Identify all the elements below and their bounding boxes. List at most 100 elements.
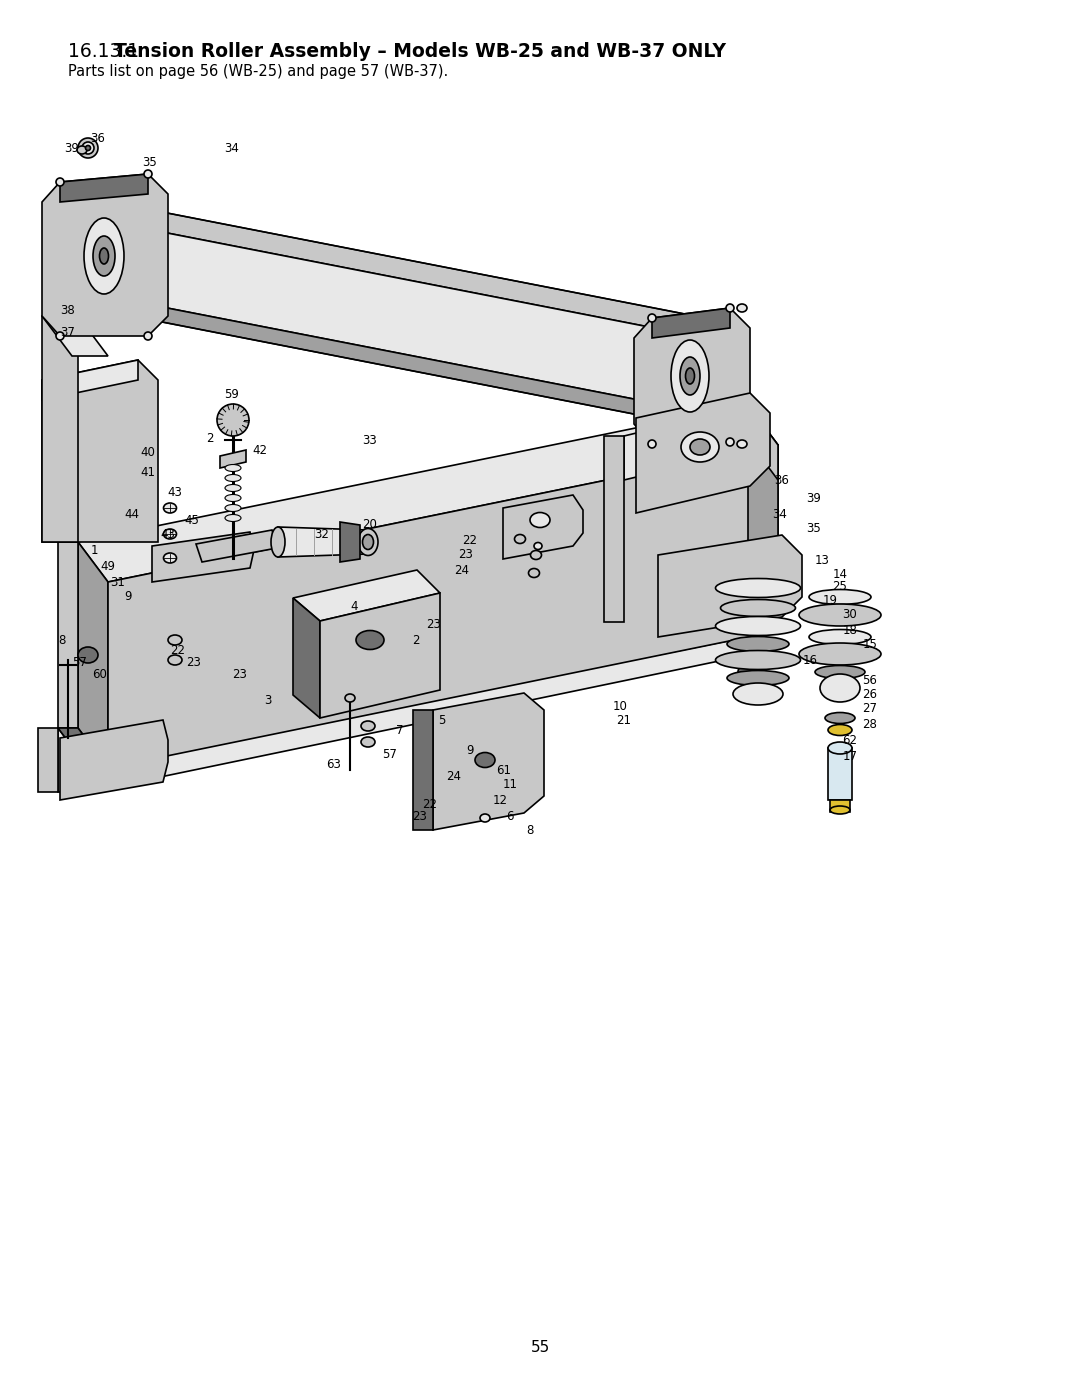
- Ellipse shape: [530, 550, 541, 560]
- Text: 23: 23: [427, 617, 442, 630]
- Ellipse shape: [93, 236, 114, 277]
- Polygon shape: [78, 542, 108, 768]
- Text: 42: 42: [253, 443, 268, 457]
- Ellipse shape: [690, 439, 710, 455]
- Polygon shape: [831, 800, 850, 812]
- Text: 4: 4: [350, 601, 357, 613]
- Text: 39: 39: [807, 492, 822, 504]
- Text: 60: 60: [93, 668, 107, 680]
- Polygon shape: [195, 529, 276, 562]
- Text: 11: 11: [502, 778, 517, 791]
- Text: 30: 30: [842, 608, 858, 620]
- Ellipse shape: [78, 647, 98, 664]
- Text: 63: 63: [326, 757, 341, 771]
- Text: 16.13.1: 16.13.1: [68, 42, 151, 61]
- Ellipse shape: [361, 721, 375, 731]
- Text: 9: 9: [467, 743, 474, 757]
- Ellipse shape: [737, 440, 747, 448]
- Ellipse shape: [809, 590, 870, 605]
- Text: 37: 37: [60, 326, 76, 338]
- Ellipse shape: [681, 432, 719, 462]
- Ellipse shape: [56, 177, 64, 186]
- Text: 8: 8: [526, 823, 534, 837]
- Ellipse shape: [225, 504, 241, 511]
- Polygon shape: [60, 719, 168, 800]
- Text: 24: 24: [446, 771, 461, 784]
- Ellipse shape: [648, 314, 656, 321]
- Ellipse shape: [799, 643, 881, 665]
- Polygon shape: [42, 360, 158, 542]
- Polygon shape: [60, 175, 148, 203]
- Polygon shape: [152, 532, 254, 583]
- Polygon shape: [293, 570, 440, 622]
- Text: 23: 23: [187, 655, 202, 669]
- Ellipse shape: [671, 339, 708, 412]
- Ellipse shape: [715, 616, 800, 636]
- Ellipse shape: [357, 528, 378, 556]
- Text: 18: 18: [842, 623, 858, 637]
- Text: 62: 62: [842, 733, 858, 746]
- Ellipse shape: [356, 630, 384, 650]
- Text: 32: 32: [314, 528, 329, 541]
- Ellipse shape: [726, 439, 734, 446]
- Ellipse shape: [686, 367, 694, 384]
- Text: 61: 61: [497, 764, 512, 777]
- Polygon shape: [58, 728, 108, 768]
- Polygon shape: [293, 598, 320, 718]
- Polygon shape: [108, 446, 778, 768]
- Polygon shape: [162, 307, 690, 425]
- Polygon shape: [42, 175, 168, 337]
- Ellipse shape: [809, 630, 870, 644]
- Ellipse shape: [144, 170, 152, 177]
- Polygon shape: [636, 393, 770, 513]
- Text: 24: 24: [455, 563, 470, 577]
- Polygon shape: [220, 450, 246, 468]
- Text: 19: 19: [823, 594, 837, 606]
- Polygon shape: [42, 316, 78, 542]
- Ellipse shape: [648, 440, 656, 448]
- Text: 21: 21: [617, 714, 632, 726]
- Polygon shape: [162, 232, 690, 409]
- Text: Tension Roller Assembly – Models WB-25 and WB-37 ONLY: Tension Roller Assembly – Models WB-25 a…: [114, 42, 726, 61]
- Text: 3: 3: [265, 693, 272, 707]
- Text: 23: 23: [459, 548, 473, 560]
- Ellipse shape: [828, 742, 852, 754]
- Text: 6: 6: [507, 810, 514, 823]
- Polygon shape: [320, 592, 440, 718]
- Ellipse shape: [715, 651, 800, 669]
- Ellipse shape: [831, 806, 850, 814]
- Text: 23: 23: [413, 810, 428, 823]
- Text: 36: 36: [774, 474, 789, 486]
- Polygon shape: [38, 728, 58, 792]
- Ellipse shape: [720, 599, 796, 616]
- Ellipse shape: [715, 578, 800, 598]
- Ellipse shape: [480, 814, 490, 821]
- Text: 34: 34: [772, 507, 787, 521]
- Ellipse shape: [361, 738, 375, 747]
- Polygon shape: [503, 495, 583, 559]
- Ellipse shape: [99, 249, 108, 264]
- Ellipse shape: [163, 503, 176, 513]
- Text: 57: 57: [382, 747, 397, 760]
- Ellipse shape: [225, 485, 241, 492]
- Text: 28: 28: [863, 718, 877, 731]
- Ellipse shape: [78, 138, 98, 158]
- Text: 35: 35: [807, 521, 822, 535]
- Ellipse shape: [733, 683, 783, 705]
- Text: 27: 27: [863, 701, 877, 714]
- Ellipse shape: [726, 305, 734, 312]
- Text: 43: 43: [167, 486, 183, 499]
- Text: 22: 22: [171, 644, 186, 657]
- Text: 44: 44: [124, 507, 139, 521]
- Text: 57: 57: [72, 655, 87, 669]
- Text: 39: 39: [65, 141, 80, 155]
- Text: 7: 7: [396, 724, 404, 736]
- Text: 20: 20: [363, 517, 377, 531]
- Polygon shape: [634, 307, 750, 444]
- Text: 2: 2: [206, 432, 214, 444]
- Ellipse shape: [225, 464, 241, 472]
- Text: 36: 36: [91, 131, 106, 144]
- Polygon shape: [58, 542, 78, 728]
- Polygon shape: [828, 747, 852, 800]
- Text: Parts list on page 56 (WB-25) and page 57 (WB-37).: Parts list on page 56 (WB-25) and page 5…: [68, 64, 448, 80]
